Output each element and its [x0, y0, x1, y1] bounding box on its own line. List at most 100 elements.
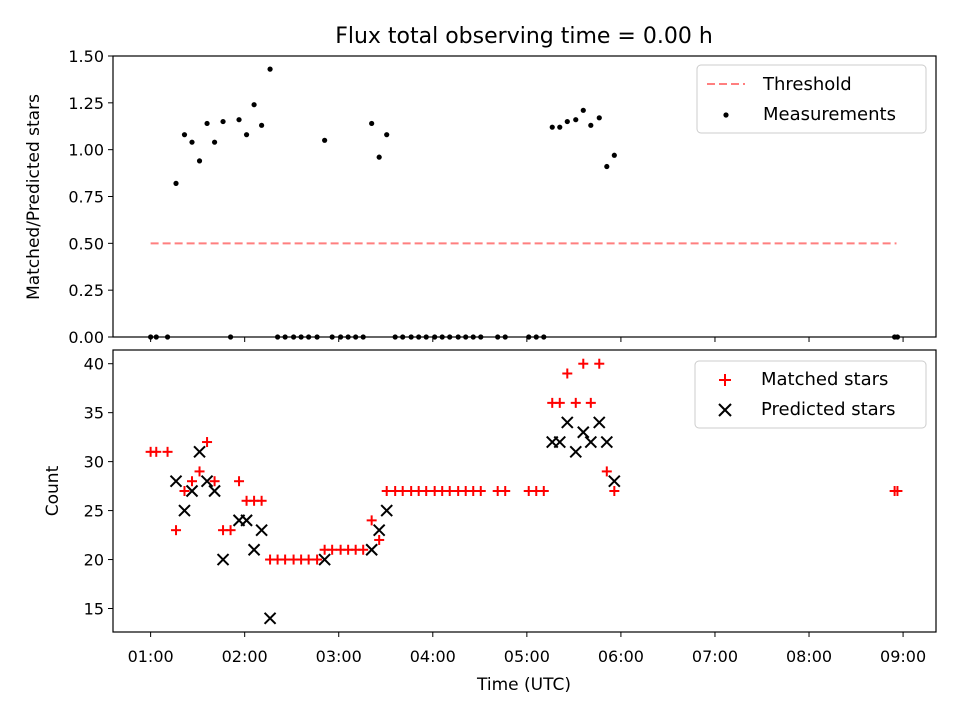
- matched-star-point: [151, 446, 162, 457]
- predicted-star-point: [584, 435, 598, 449]
- matched-star-point: [256, 495, 267, 506]
- ratio-y-axis-label: Matched/Predicted stars: [24, 94, 44, 300]
- matched-star-point: [312, 554, 323, 565]
- y-tick-label: 20: [84, 551, 104, 570]
- predicted-star-point: [553, 435, 566, 449]
- measurement-point: [196, 158, 203, 164]
- matched-star-point: [538, 486, 549, 496]
- chart-title: Flux total observing time = 0.00 h: [335, 24, 713, 49]
- measurement-point: [588, 122, 594, 128]
- predicted-star-point: [608, 475, 621, 488]
- matched-star-point: [366, 515, 377, 526]
- measurement-point: [220, 118, 226, 125]
- ratio-legend: Threshold Measurements: [696, 64, 927, 134]
- predicted-star-point: [365, 543, 378, 556]
- legend-label-threshold: Threshold: [762, 74, 852, 95]
- count-panel: 15 20 25 30 35 40 01:00 02:00 03:00 04:00 05:00 06…: [43, 349, 937, 695]
- measurement-point: [580, 107, 586, 113]
- matched-star-point: [225, 525, 236, 536]
- measurement-point: [251, 102, 257, 108]
- x-tick-label: 01:00: [128, 647, 174, 666]
- x-tick-label: 06:00: [598, 647, 644, 666]
- predicted-star-point: [577, 426, 590, 439]
- y-tick-label: 1.25: [68, 94, 104, 113]
- measurement-point: [211, 139, 218, 145]
- measurement-point: [173, 180, 179, 186]
- ratio-axes-frame: [112, 55, 937, 338]
- measurement-point: [596, 115, 602, 121]
- legend-label-matched: Matched stars: [761, 369, 888, 390]
- legend-label-measurements: Measurements: [763, 104, 896, 125]
- predicted-star-point: [185, 484, 199, 498]
- count-x-ticks: 01:00 02:00 03:00 04:00 05:00 06:00 07:00 08:00…: [128, 632, 926, 666]
- predicted-legend-swatch: [718, 403, 732, 417]
- measurement-point: [189, 139, 195, 145]
- measurement-point: [376, 154, 382, 160]
- predicted-star-point: [561, 416, 574, 429]
- measurement-point: [243, 132, 250, 138]
- measurement-point: [204, 120, 210, 127]
- x-tick-label: 09:00: [880, 647, 926, 666]
- predicted-star-point: [380, 504, 393, 517]
- measurement-point: [557, 124, 563, 130]
- matched-star-point: [562, 368, 573, 379]
- measurement-point: [604, 163, 610, 170]
- legend-label-predicted: Predicted stars: [761, 399, 895, 420]
- measurement-point: [236, 117, 242, 123]
- matched-star-point: [202, 437, 213, 448]
- matched-star-point: [327, 544, 338, 555]
- y-tick-label: 40: [84, 355, 104, 374]
- matched-star-point: [397, 486, 408, 496]
- predicted-star-point: [318, 553, 331, 566]
- predicted-star-point: [372, 523, 386, 537]
- predicted-star-point: [263, 612, 277, 625]
- matched-star-point: [444, 486, 455, 496]
- matched-star-point: [303, 554, 314, 565]
- matched-star-point: [475, 486, 486, 496]
- x-axis-label: Time (UTC): [476, 675, 571, 695]
- predicted-star-point: [216, 553, 230, 566]
- x-tick-label: 03:00: [316, 647, 362, 666]
- matched-star-point: [585, 397, 596, 408]
- measurement-point: [267, 66, 273, 72]
- x-tick-label: 04:00: [410, 647, 456, 666]
- predicted-star-point: [208, 484, 221, 498]
- measurement-point: [611, 152, 617, 158]
- matched-star-point: [570, 397, 581, 408]
- x-tick-label: 07:00: [692, 647, 738, 666]
- predicted-star-point: [193, 445, 206, 459]
- matched-star-point: [280, 554, 291, 565]
- y-tick-label: 1.50: [68, 47, 104, 66]
- y-tick-label: 30: [84, 453, 104, 472]
- y-tick-label: 0.75: [68, 188, 104, 207]
- predicted-star-point: [600, 435, 614, 449]
- measurement-point: [181, 132, 188, 138]
- measurement-point: [259, 122, 265, 128]
- matched-star-point: [358, 544, 369, 555]
- y-tick-label: 15: [84, 600, 104, 619]
- x-tick-label: 02:00: [222, 647, 268, 666]
- measurement-point: [322, 137, 328, 143]
- predicted-star-point: [569, 445, 582, 459]
- ratio-legend-box: [696, 64, 927, 134]
- predicted-star-point: [593, 416, 606, 429]
- y-tick-label: 25: [84, 502, 104, 521]
- predicted-star-point: [169, 475, 183, 488]
- measurements-legend-swatch: [723, 112, 729, 118]
- matched-star-point: [179, 486, 190, 496]
- predicted-star-point: [200, 475, 214, 488]
- y-tick-label: 35: [84, 404, 104, 423]
- matched-star-point: [892, 486, 903, 496]
- matched-star-point: [234, 476, 245, 487]
- y-tick-label: 0.00: [68, 328, 104, 347]
- measurement-point: [369, 120, 375, 127]
- measurement-point: [573, 117, 579, 123]
- matched-star-point: [421, 486, 432, 496]
- matched-star-point: [500, 486, 511, 496]
- predicted-star-point: [178, 504, 191, 517]
- matched-star-point: [162, 446, 173, 457]
- measurement-point: [564, 118, 570, 125]
- y-tick-label: 1.00: [68, 141, 104, 160]
- matched-star-point: [601, 466, 612, 477]
